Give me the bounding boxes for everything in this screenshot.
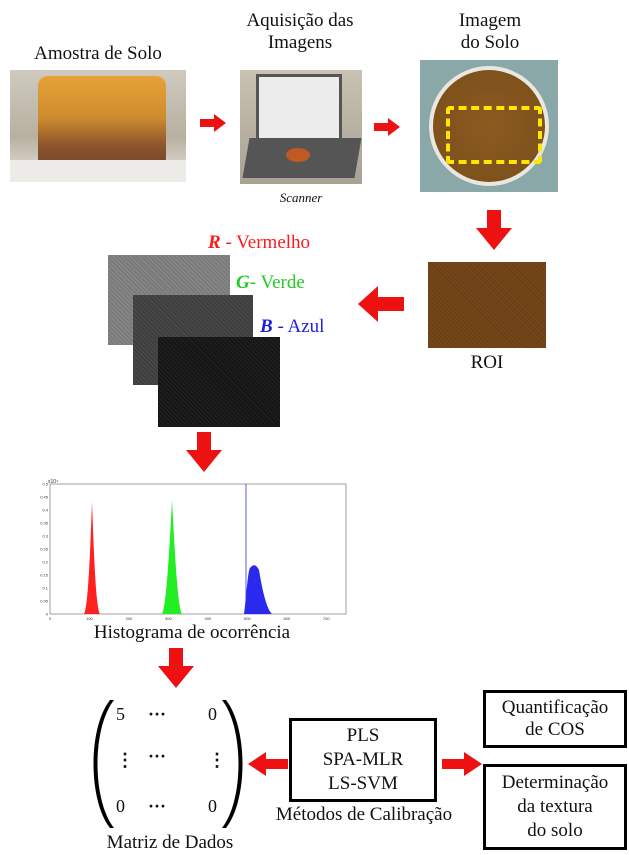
matrix-caption: Matriz de Dados [106, 832, 234, 853]
roi-selection-box [446, 106, 542, 164]
arrow-right-icon [442, 752, 482, 776]
histogram-x-tick: 700 [323, 616, 330, 621]
histogram-x-tick: 500 [244, 616, 251, 621]
histogram-y-tick: 0.05 [40, 599, 49, 604]
histogram-red-peak [84, 502, 100, 614]
histogram-y-tick: 0.3 [42, 534, 48, 539]
calibration-methods-box: PLS SPA-MLR LS-SVM [289, 718, 437, 802]
matrix-left-paren [93, 700, 114, 828]
histogram-y-tick: 0 [46, 612, 49, 617]
arrow-right-icon [200, 114, 226, 132]
histogram-green-peak [162, 500, 182, 614]
roi-image [428, 262, 546, 348]
arrow-down-icon [158, 648, 194, 688]
roi-label: ROI [470, 352, 504, 373]
arrow-down-icon [186, 432, 222, 472]
matrix-grid: 5 ··· 0 ⋮ ··· ⋮ 0 ··· 0 [112, 702, 226, 826]
texture-determination-box: Determinação da textura do solo [483, 764, 627, 850]
matrix-right-paren [222, 700, 243, 828]
matrix-cell: ⋮ [116, 750, 134, 770]
soil-image-label: Imagem do Solo [458, 10, 522, 53]
soil-sample-photo [10, 70, 186, 182]
channel-blue-label: B - Azul [260, 316, 325, 337]
matrix-cell: 5 [116, 704, 125, 724]
soil-image-dish [420, 60, 558, 192]
arrow-right-icon [374, 118, 400, 136]
histogram-y-tick: 0.45 [40, 495, 49, 500]
scanner-photo [240, 70, 362, 184]
histogram-x-tick: 0 [49, 616, 52, 621]
histogram-caption: Histograma de ocorrência [93, 622, 291, 643]
arrow-left-icon [248, 752, 288, 776]
matrix-cell: ··· [148, 796, 167, 816]
histogram-x-tick: 200 [126, 616, 133, 621]
histogram-x-tick: 600 [283, 616, 290, 621]
histogram-y-tick: 0.5 [42, 482, 48, 487]
histogram-y-tick: 0.4 [42, 508, 48, 513]
matrix-cell: 0 [208, 704, 217, 724]
method-pls: PLS [346, 725, 380, 746]
sample-label: Amostra de Solo [34, 43, 162, 64]
method-spa-mlr: SPA-MLR [322, 749, 404, 770]
histogram-y-tick: 0.2 [42, 560, 48, 565]
channel-red-label: R - Vermelho [208, 232, 311, 253]
method-ls-svm: LS-SVM [328, 773, 398, 794]
calibration-methods-caption: Métodos de Calibração [275, 804, 453, 825]
channel-green-label: G- Verde [236, 272, 305, 293]
histogram-y-tick: 0.1 [42, 586, 48, 591]
scanner-caption: Scanner [279, 190, 323, 205]
histogram-x-tick: 100 [86, 616, 93, 621]
histogram-exponent: x10⁴ [48, 479, 58, 485]
histogram-x-tick: 300 [165, 616, 172, 621]
histogram-blue-peak [244, 565, 272, 614]
histogram-x-tick: 400 [205, 616, 212, 621]
matrix-cell: ··· [148, 746, 167, 766]
acquisition-label: Aquisição das Imagens [246, 10, 354, 53]
arrow-left-icon [358, 286, 404, 322]
histogram-chart: x10⁴ 0.5 0.45 0.4 0.35 0.3 0.25 0.2 0.15 0.1 0.05… [40, 479, 347, 621]
matrix-cell: 0 [208, 796, 217, 816]
arrow-down-icon [476, 210, 512, 250]
histogram-y-tick: 0.35 [40, 521, 49, 526]
matrix-cell: ··· [148, 704, 167, 724]
histogram-y-tick: 0.25 [40, 547, 49, 552]
cos-quantification-box: Quantificação de COS [483, 690, 627, 748]
matrix-cell: ⋮ [208, 750, 226, 770]
histogram-y-tick: 0.15 [40, 573, 49, 578]
channel-blue-image [158, 337, 280, 427]
matrix-cell: 0 [116, 796, 125, 816]
